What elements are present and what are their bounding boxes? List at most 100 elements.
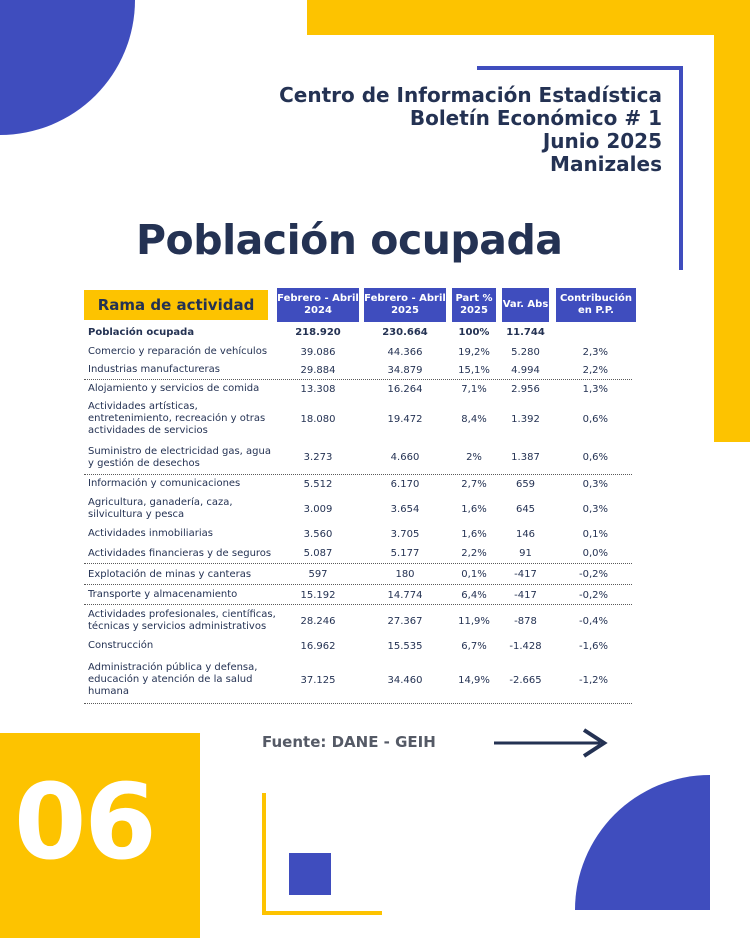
row-label: Industrias manufactureras (88, 364, 220, 375)
row-contribucion: -1,6% (578, 640, 608, 652)
row-var: -417 (514, 589, 537, 601)
decorative-circle (0, 0, 135, 135)
row-contribucion: 0,3% (582, 478, 608, 490)
decorative-yellow-block (0, 733, 200, 938)
row-value-2025: 230.664 (382, 327, 428, 338)
row-part: 19,2% (458, 346, 490, 358)
row-value-2024: 5.512 (303, 478, 333, 490)
row-contribucion: 2,3% (582, 346, 608, 358)
table-header-2025: Febrero - Abril 2025 (364, 288, 446, 322)
source-note: Fuente: DANE - GEIH (262, 733, 436, 751)
table-row: Transporte y almacenamiento 15.192 14.77… (84, 586, 632, 605)
table-row: Comercio y reparación de vehículos 39.08… (84, 343, 632, 361)
row-label: Actividades financieras y de seguros (88, 547, 272, 559)
decorative-quarter-circle (575, 775, 710, 910)
row-value-2024: 29.884 (300, 364, 336, 376)
row-var: 1.392 (511, 413, 540, 425)
row-label: Alojamiento y servicios de comida (88, 383, 260, 394)
row-label: Transporte y almacenamiento (88, 589, 238, 600)
table-row: Suministro de electricidad gas, agua y g… (84, 441, 632, 475)
page-title: Población ocupada (136, 216, 563, 264)
header-label: Febrero - Abril 2025 (364, 293, 446, 316)
header-bulletin: Boletín Económico # 1 (409, 106, 662, 130)
row-value-2024: 3.560 (303, 528, 333, 540)
table-row: Alojamiento y servicios de comida 13.308… (84, 380, 632, 398)
decorative-yellow-frame (262, 793, 382, 915)
row-contribucion: 0,1% (582, 528, 608, 540)
row-label: Suministro de electricidad gas, agua y g… (88, 445, 271, 469)
header-label: Contribución en P.P. (559, 293, 633, 316)
row-contribucion: 1,3% (582, 383, 608, 395)
row-value-2025: 34.460 (387, 674, 423, 686)
table-row: Administración pública y defensa, educac… (84, 657, 632, 704)
row-value-2024: 218.920 (295, 327, 341, 338)
row-value-2024: 18.080 (300, 413, 336, 425)
decorative-yellow-bar (307, 0, 750, 35)
row-part: 14,9% (458, 674, 490, 686)
row-value-2024: 13.308 (300, 383, 336, 395)
row-part: 6,7% (461, 640, 487, 652)
row-value-2024: 28.246 (300, 615, 336, 627)
row-value-2025: 3.705 (390, 528, 420, 540)
row-part: 2,7% (461, 478, 487, 490)
row-value-2025: 44.366 (387, 346, 423, 358)
row-value-2025: 34.879 (387, 364, 423, 376)
decorative-yellow-stripe (714, 0, 750, 442)
row-value-2025: 14.774 (387, 589, 423, 601)
row-var: -878 (514, 615, 537, 627)
row-contribucion: 0,0% (582, 548, 608, 559)
row-value-2024: 15.192 (300, 589, 336, 601)
row-var: 645 (515, 503, 536, 515)
row-part: 6,4% (461, 589, 487, 601)
arrow-right-icon (494, 728, 608, 758)
header-date: Junio 2025 (542, 129, 662, 153)
table-row: Información y comunicaciones 5.512 6.170… (84, 475, 632, 493)
row-var: 91 (519, 548, 532, 559)
table-row: Actividades profesionales, científicas, … (84, 606, 632, 636)
row-label: Administración pública y defensa, educac… (88, 662, 258, 697)
row-var: -417 (514, 569, 537, 580)
row-value-2025: 15.535 (387, 640, 423, 652)
row-contribucion: 0,6% (582, 413, 608, 425)
table-row: Industrias manufactureras 29.884 34.879 … (84, 361, 632, 380)
row-value-2024: 5.087 (303, 548, 333, 559)
row-value-2025: 19.472 (387, 413, 423, 425)
row-var: 146 (515, 528, 536, 540)
row-contribucion: -0,2% (578, 589, 608, 601)
table-row: Agricultura, ganadería, caza, silvicultu… (84, 494, 632, 524)
row-var: 1.387 (511, 452, 540, 463)
row-part: 2,2% (461, 548, 487, 559)
row-part: 8,4% (461, 413, 487, 425)
row-value-2024: 37.125 (300, 674, 336, 686)
table-header-var: Var. Abs (502, 288, 549, 322)
page-number: 06 (14, 761, 157, 883)
row-part: 1,6% (461, 503, 487, 515)
row-contribucion (556, 324, 608, 341)
row-contribucion: -0,2% (578, 569, 608, 580)
row-var: -2.665 (509, 674, 542, 686)
row-label: Construcción (88, 640, 154, 651)
row-label: Actividades artísticas, entretenimiento,… (88, 401, 266, 436)
row-value-2024: 3.273 (303, 452, 333, 463)
row-value-2025: 180 (395, 569, 415, 580)
row-value-2024: 16.962 (300, 640, 336, 652)
row-contribucion: 0,6% (582, 452, 608, 463)
table-row: Actividades inmobiliarias 3.560 3.705 1,… (84, 525, 632, 543)
row-value-2025: 27.367 (387, 615, 423, 627)
decorative-blue-square (289, 853, 331, 895)
row-part: 0,1% (461, 569, 487, 580)
row-label: Explotación de minas y canteras (88, 568, 252, 580)
row-value-2025: 6.170 (390, 478, 420, 490)
row-contribucion: 0,3% (582, 503, 608, 515)
row-label: Actividades inmobiliarias (88, 528, 213, 539)
row-value-2025: 16.264 (387, 383, 423, 395)
table-row: Explotación de minas y canteras 597 180 … (84, 565, 632, 585)
row-part: 1,6% (461, 528, 487, 540)
row-contribucion: 2,2% (582, 364, 608, 376)
header-city: Manizales (550, 152, 662, 176)
row-contribucion: -0,4% (578, 615, 608, 627)
row-contribucion: -1,2% (578, 674, 608, 686)
row-label: Población ocupada (88, 326, 195, 338)
row-label: Comercio y reparación de vehículos (88, 346, 268, 357)
table-header-contribucion: Contribución en P.P. (556, 288, 636, 322)
